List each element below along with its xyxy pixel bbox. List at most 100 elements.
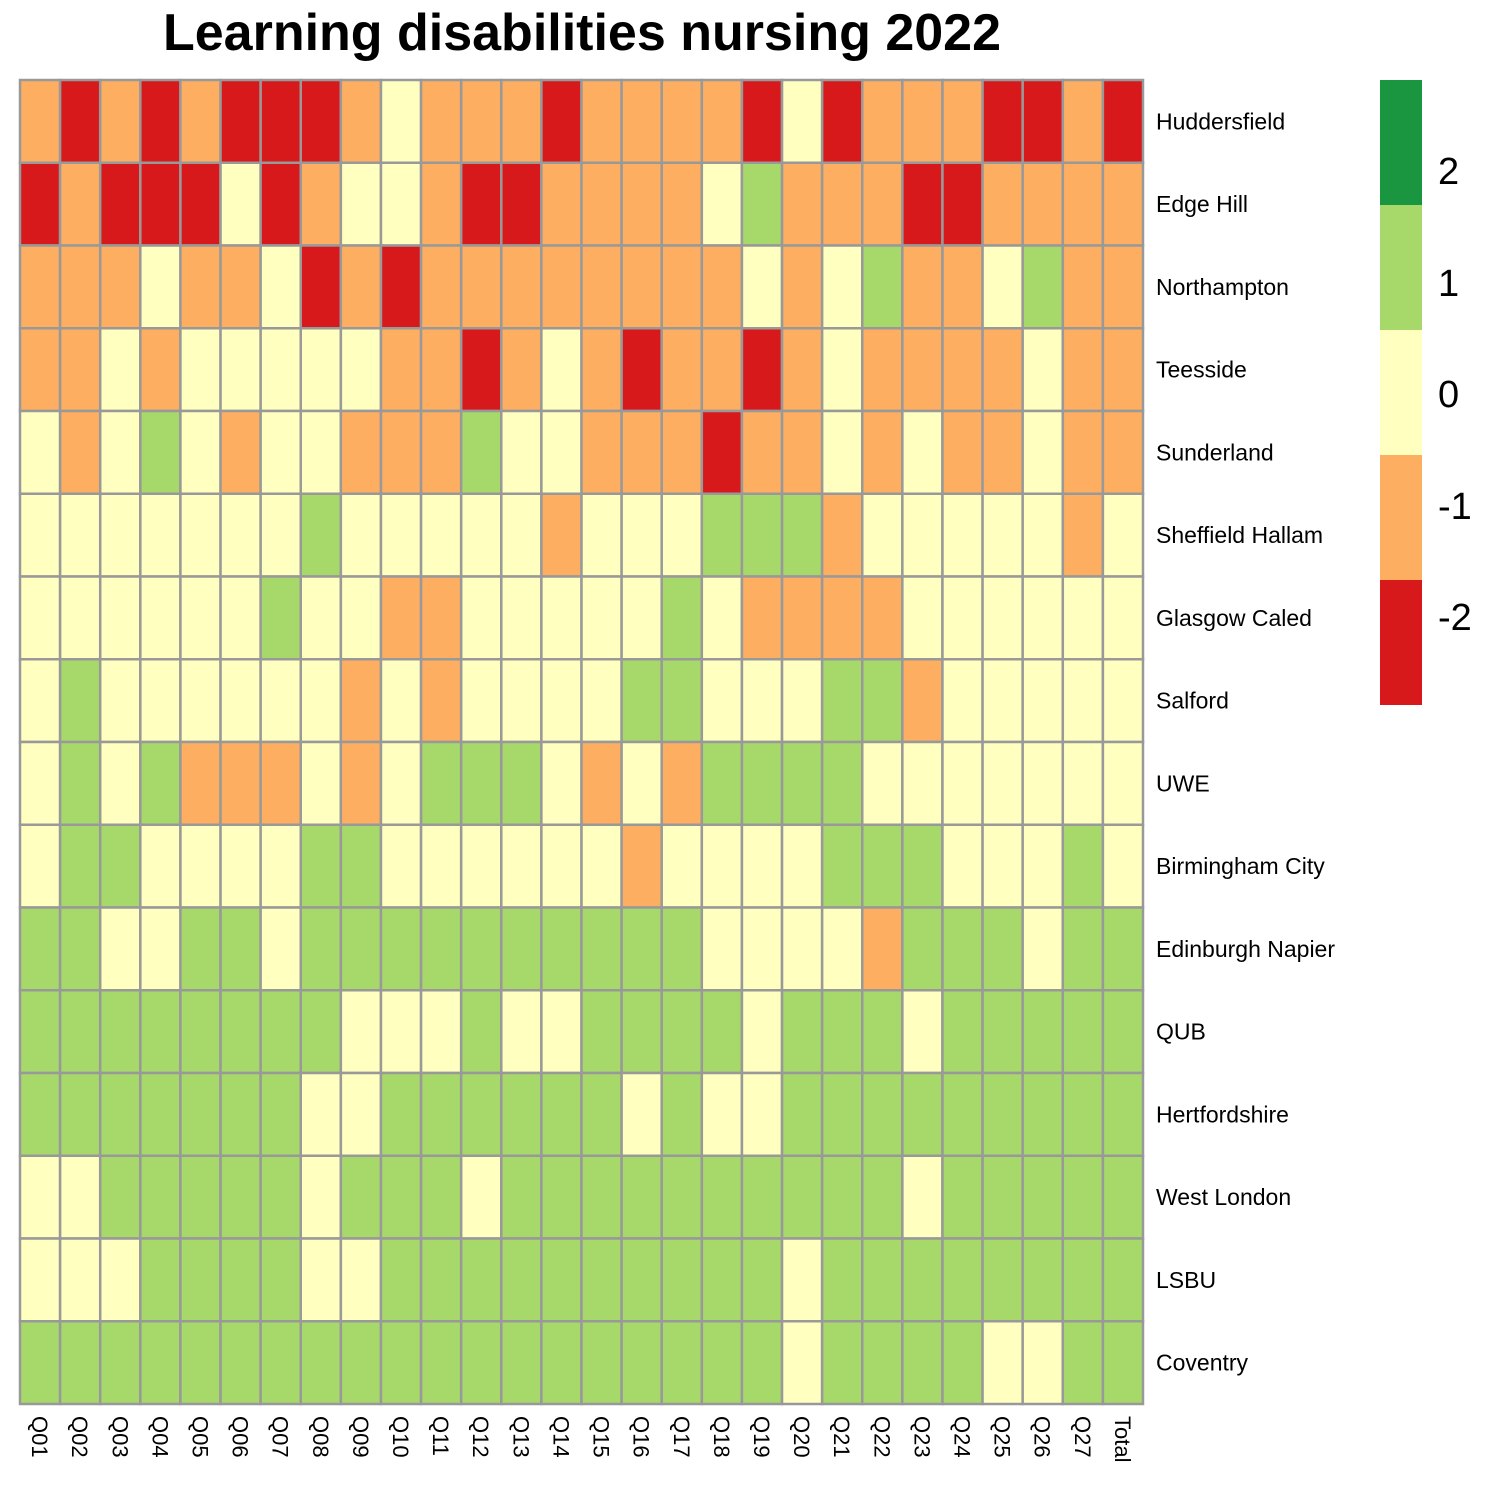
heatmap-cell bbox=[861, 161, 904, 247]
heatmap-cell bbox=[580, 1320, 623, 1406]
row-label: Edge Hill bbox=[1156, 191, 1248, 217]
heatmap-cell bbox=[820, 492, 864, 578]
heatmap-cell bbox=[660, 989, 704, 1075]
heatmap-cell bbox=[259, 1071, 303, 1157]
heatmap-cell bbox=[459, 989, 503, 1075]
column-label: Q25 bbox=[990, 1416, 1015, 1458]
heatmap-cell bbox=[820, 823, 864, 909]
heatmap-cell bbox=[941, 1071, 984, 1157]
heatmap-cell bbox=[1061, 989, 1105, 1075]
heatmap-cell bbox=[1101, 575, 1145, 661]
heatmap-cell bbox=[18, 906, 62, 992]
heatmap-cell bbox=[820, 1237, 864, 1323]
heatmap-cell bbox=[459, 658, 503, 744]
heatmap-cell bbox=[98, 658, 142, 744]
heatmap-cell bbox=[620, 244, 663, 330]
heatmap-cell bbox=[901, 409, 944, 495]
heatmap-cell bbox=[1101, 1237, 1145, 1323]
legend-swatch bbox=[1380, 80, 1422, 205]
heatmap-cell bbox=[1101, 161, 1145, 247]
column-label: Q08 bbox=[308, 1416, 333, 1458]
heatmap-cell bbox=[540, 1154, 583, 1240]
heatmap-cell bbox=[1021, 658, 1065, 744]
column-label: Q21 bbox=[829, 1416, 854, 1458]
heatmap-cell bbox=[1101, 658, 1145, 744]
heatmap-cell bbox=[941, 1237, 984, 1323]
heatmap-cell bbox=[500, 409, 543, 495]
heatmap-cell bbox=[339, 906, 383, 992]
heatmap-cell bbox=[1061, 327, 1105, 413]
heatmap-cell bbox=[18, 1320, 62, 1406]
heatmap-cell bbox=[1061, 823, 1105, 909]
heatmap-cell bbox=[1021, 409, 1065, 495]
column-label: Q27 bbox=[1070, 1416, 1095, 1458]
heatmap-cell bbox=[540, 989, 583, 1075]
column-label: Q18 bbox=[709, 1416, 734, 1458]
heatmap-cell bbox=[500, 1237, 543, 1323]
heatmap-cell bbox=[18, 575, 62, 661]
heatmap-cell bbox=[98, 906, 142, 992]
heatmap-cell bbox=[620, 823, 663, 909]
heatmap-cell bbox=[219, 906, 262, 992]
column-label: Q16 bbox=[629, 1416, 654, 1458]
heatmap-cell bbox=[1101, 740, 1145, 826]
heatmap-cell bbox=[419, 740, 463, 826]
column-label: Q13 bbox=[508, 1416, 533, 1458]
heatmap-cell bbox=[500, 327, 543, 413]
heatmap-cell bbox=[259, 989, 303, 1075]
heatmap-cell bbox=[299, 1071, 343, 1157]
heatmap-cell bbox=[620, 492, 663, 578]
heatmap-cell bbox=[139, 989, 182, 1075]
heatmap-cell bbox=[259, 161, 303, 247]
heatmap-cell bbox=[740, 823, 784, 909]
heatmap-cell bbox=[901, 658, 944, 744]
heatmap-cell bbox=[379, 658, 423, 744]
heatmap-cell bbox=[820, 161, 864, 247]
heatmap-cell bbox=[700, 78, 744, 164]
heatmap-cell bbox=[1061, 244, 1105, 330]
heatmap-cell bbox=[179, 78, 222, 164]
heatmap-cell bbox=[259, 492, 303, 578]
heatmap-cell bbox=[700, 658, 744, 744]
heatmap-cell bbox=[419, 658, 463, 744]
heatmap-cell bbox=[18, 409, 62, 495]
heatmap-cell bbox=[580, 658, 623, 744]
heatmap-cell bbox=[1101, 1320, 1145, 1406]
heatmap-cell bbox=[941, 575, 984, 661]
heatmap-cell bbox=[540, 658, 583, 744]
heatmap-cell bbox=[981, 1237, 1024, 1323]
heatmap-cell bbox=[700, 244, 744, 330]
heatmap-cell bbox=[620, 78, 663, 164]
row-label: UWE bbox=[1156, 770, 1210, 796]
heatmap-cell bbox=[941, 161, 984, 247]
heatmap-cell bbox=[1021, 1071, 1065, 1157]
heatmap-cell bbox=[740, 492, 784, 578]
heatmap-cell bbox=[820, 409, 864, 495]
heatmap-cell bbox=[1101, 244, 1145, 330]
heatmap-cell bbox=[1021, 1320, 1065, 1406]
heatmap-cell bbox=[339, 1320, 383, 1406]
heatmap-cell bbox=[219, 244, 262, 330]
column-label: Q26 bbox=[1030, 1416, 1055, 1458]
column-label: Q22 bbox=[869, 1416, 894, 1458]
column-label: Q10 bbox=[388, 1416, 413, 1458]
heatmap-cell bbox=[660, 906, 704, 992]
heatmap-cell bbox=[981, 823, 1024, 909]
heatmap-cell bbox=[941, 78, 984, 164]
row-label: West London bbox=[1156, 1184, 1291, 1210]
heatmap-cell bbox=[1021, 575, 1065, 661]
heatmap-cell bbox=[901, 906, 944, 992]
legend-swatch bbox=[1380, 455, 1422, 580]
heatmap-cell bbox=[419, 989, 463, 1075]
heatmap-cell bbox=[500, 1320, 543, 1406]
heatmap-cell bbox=[820, 1071, 864, 1157]
heatmap-cell bbox=[219, 823, 262, 909]
heatmap-cell bbox=[299, 161, 343, 247]
heatmap-cell bbox=[459, 823, 503, 909]
column-label: Q14 bbox=[548, 1416, 573, 1458]
heatmap-cell bbox=[861, 1154, 904, 1240]
heatmap-cell bbox=[540, 492, 583, 578]
heatmap-cell bbox=[139, 658, 182, 744]
heatmap-cell bbox=[379, 492, 423, 578]
heatmap-cell bbox=[459, 409, 503, 495]
